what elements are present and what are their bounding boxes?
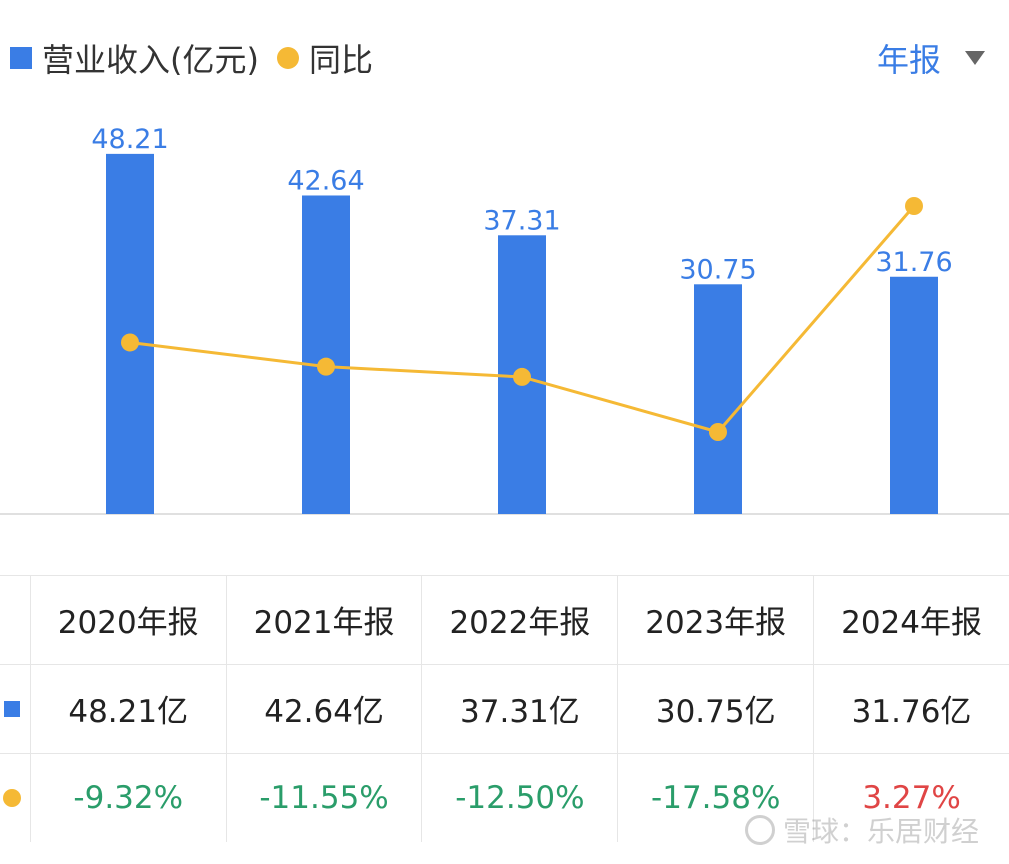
yoy-row-marker: [3, 788, 21, 807]
chart-plot-area: 48.21 42.64 37.31 30.75 31.76: [0, 124, 1009, 515]
dropdown-arrow-icon[interactable]: [965, 51, 985, 65]
revenue-legend-label: 营业收入(亿元): [42, 41, 259, 79]
snowball-logo-icon: [744, 815, 775, 845]
table-header-row: 2020年报 2021年报 2022年报 2023年报 2024年报: [0, 575, 1009, 664]
revenue-bar-label: 37.31: [483, 205, 560, 236]
watermark-text: 雪球：乐居财经: [782, 815, 979, 848]
table-header-cell: 2024年报: [813, 575, 1009, 664]
yoy-point[interactable]: [121, 333, 139, 352]
revenue-row: 48.21亿 42.64亿 37.31亿 30.75亿 31.76亿: [0, 664, 1009, 753]
yoy-row: -9.32% -11.55% -12.50% -17.58% 3.27%: [0, 753, 1009, 842]
revenue-bar[interactable]: [890, 276, 938, 514]
revenue-cell: 31.76亿: [813, 664, 1009, 753]
watermark: 雪球：乐居财经: [744, 810, 979, 850]
yoy-cell: 3.27%: [813, 753, 1009, 842]
table-header-cell: 2020年报: [29, 575, 226, 664]
yoy-legend-label: 同比: [308, 41, 373, 79]
revenue-cell: 42.64亿: [225, 664, 422, 753]
revenue-bar-label: 31.76: [875, 247, 952, 278]
row-marker-cell: [0, 664, 30, 753]
table-divider: [0, 753, 1009, 754]
yoy-cell: -9.32%: [29, 753, 226, 842]
revenue-row-marker: [4, 700, 20, 717]
row-marker-cell: [0, 575, 30, 664]
table-divider: [0, 664, 1009, 665]
table-header-cell: 2022年报: [421, 575, 617, 664]
yoy-point[interactable]: [905, 197, 923, 215]
table-divider: [0, 575, 1009, 576]
revenue-cell: 48.21亿: [29, 664, 226, 753]
table-header-cell: 2021年报: [225, 575, 422, 664]
yoy-point[interactable]: [513, 367, 531, 386]
yoy-cell: -12.50%: [421, 753, 617, 842]
yoy-point[interactable]: [709, 423, 727, 441]
yoy-cell: -17.58%: [617, 753, 813, 842]
yoy-cell: -11.55%: [225, 753, 422, 842]
revenue-bar[interactable]: [694, 284, 742, 514]
period-dropdown[interactable]: 年报: [877, 36, 985, 80]
table-header-cell: 2023年报: [617, 575, 813, 664]
revenue-bar-label: 42.64: [287, 165, 364, 196]
chart-legend: 营业收入(亿元) 同比: [10, 36, 373, 80]
revenue-legend-marker: [10, 47, 32, 69]
revenue-bar-label: 48.21: [91, 124, 168, 155]
yoy-point[interactable]: [317, 357, 335, 376]
revenue-bar[interactable]: [302, 195, 350, 515]
row-marker-cell: [0, 753, 30, 842]
period-dropdown-label[interactable]: 年报: [876, 41, 941, 79]
yoy-legend-marker: [276, 47, 299, 69]
revenue-cell: 37.31亿: [421, 664, 617, 753]
revenue-cell: 30.75亿: [617, 664, 813, 753]
revenue-bar-label: 30.75: [679, 254, 756, 285]
